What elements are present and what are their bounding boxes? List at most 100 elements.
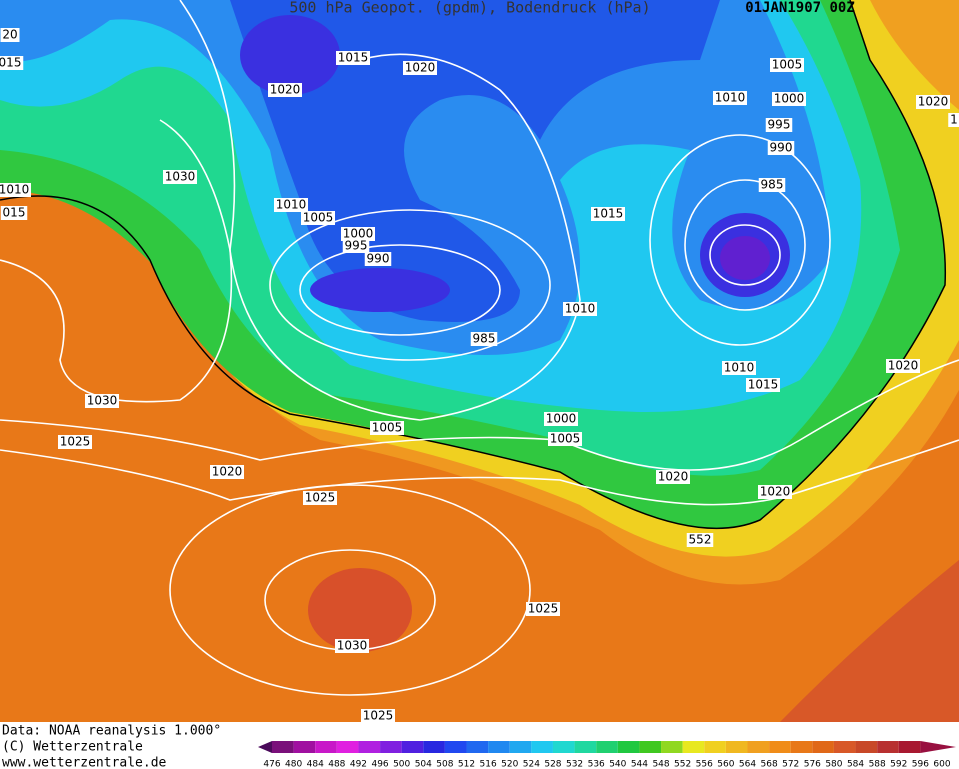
isobar-label: 1010: [0, 183, 29, 197]
isobar-label-bg: [686, 533, 714, 547]
legend-swatch: [509, 741, 532, 753]
isobar-label: 1020: [760, 485, 791, 499]
legend-swatch: [790, 741, 813, 753]
legend-label: 564: [739, 760, 756, 769]
isobar-label-bg: [948, 113, 959, 127]
isobar-label-bg: [341, 227, 375, 241]
isobar-label-bg: [303, 491, 337, 505]
legend-label: 524: [523, 760, 540, 769]
isobar-label-bg: [772, 92, 806, 106]
isobar-label: 1015: [748, 378, 779, 392]
legend-label: 492: [350, 760, 367, 769]
isobar-label-bg: [916, 95, 950, 109]
legend-swatch: [293, 741, 316, 753]
legend-swatch: [812, 741, 834, 753]
isobar-label: 1005: [303, 211, 334, 225]
isobar-label-bg: [656, 470, 690, 484]
isobar-label-bg: [0, 206, 28, 220]
isobar-label: 1000: [546, 412, 577, 426]
legend-label: 600: [933, 760, 950, 769]
isobars: [0, 0, 959, 696]
isobar-label: 1020: [212, 465, 243, 479]
legend-label: 572: [782, 760, 799, 769]
isobar-label-bg: [0, 56, 24, 70]
isobar-label-bg: [758, 485, 792, 499]
legend-label: 504: [415, 760, 432, 769]
isobar-label: 1025: [528, 602, 559, 616]
isobar-label-bg: [361, 709, 395, 723]
legend-swatch: [769, 741, 791, 753]
isobar-label: 1020: [888, 359, 919, 373]
footer-line: (C) Wetterzentrale: [2, 740, 143, 755]
isobar-label-bg: [746, 378, 780, 392]
isobar-label: 1010: [565, 302, 596, 316]
isobar-label-bg: [210, 465, 244, 479]
isobar-label: 995: [345, 239, 368, 253]
legend-swatch: [380, 741, 402, 753]
isobar-label: 1000: [774, 92, 805, 106]
legend-label: 528: [544, 760, 561, 769]
legend-swatch: [704, 741, 726, 753]
isobar-label: 015: [0, 56, 21, 70]
isobar-label: 985: [761, 178, 784, 192]
legend-label: 596: [912, 760, 929, 769]
legend-swatch: [855, 741, 878, 753]
legend-label: 544: [631, 760, 648, 769]
legend-swatch: [488, 741, 510, 753]
legend-swatch: [617, 741, 640, 753]
color-legend: 476 480 484 488 492 496 500 504 508 512 516 520 524 5…: [258, 741, 956, 769]
legend-label: 556: [696, 760, 713, 769]
isobar-label-bg: [336, 51, 370, 65]
isobar-label: 1030: [337, 639, 368, 653]
legend-swatch: [877, 741, 899, 753]
legend-label: 484: [307, 760, 324, 769]
isobar-label: 985: [473, 332, 496, 346]
isobar-label: 1030: [165, 170, 196, 184]
legend-swatch: [639, 741, 662, 753]
legend-swatch: [747, 741, 770, 753]
field: [0, 0, 959, 722]
isobar-label: 995: [768, 118, 791, 132]
isobar-label-bg: [713, 91, 747, 105]
legend-swatch: [661, 741, 683, 753]
isobar-label: 1005: [372, 421, 403, 435]
legend-swatch: [552, 741, 575, 753]
legend-label: 540: [609, 760, 626, 769]
legend-label: 508: [436, 760, 453, 769]
legend-swatch: [725, 741, 748, 753]
footer-line: www.wetterzentrale.de: [2, 756, 167, 769]
isobar-label: 1025: [60, 435, 91, 449]
legend-label: 584: [847, 760, 864, 769]
legend-swatch: [466, 741, 489, 753]
legend-swatch: [315, 741, 337, 753]
isobar-label-bg: [268, 83, 302, 97]
legend-arrow: [920, 741, 956, 753]
legend-swatch: [272, 741, 294, 753]
isobar-label-bg: [85, 394, 119, 408]
isobar-label: 1025: [305, 491, 336, 505]
legend-swatch: [531, 741, 553, 753]
legend-label: 588: [869, 760, 886, 769]
isobar-label: 20: [2, 28, 17, 42]
isobar-label-bg: [0, 183, 31, 197]
isobar-label-bg: [548, 432, 582, 446]
isobar-label-bg: [591, 207, 625, 221]
legend-label: 568: [761, 760, 778, 769]
isobar-label: 1015: [593, 207, 624, 221]
legend-label: 480: [285, 760, 302, 769]
legend-label: 552: [674, 760, 691, 769]
isobar-label: 1020: [658, 470, 689, 484]
isobar-label-bg: [765, 118, 793, 132]
legend-swatch: [833, 741, 856, 753]
isobar-label-bg: [274, 198, 308, 212]
legend-label: 536: [588, 760, 605, 769]
isobar-label: 1025: [363, 709, 394, 723]
isobar-label: 1020: [918, 95, 949, 109]
isobar-label: 1005: [772, 58, 803, 72]
legend-label: 488: [328, 760, 345, 769]
isobar-label: 1030: [87, 394, 118, 408]
footer-line: Data: NOAA reanalysis 1.000°: [2, 724, 221, 739]
isobar-label-bg: [403, 61, 437, 75]
